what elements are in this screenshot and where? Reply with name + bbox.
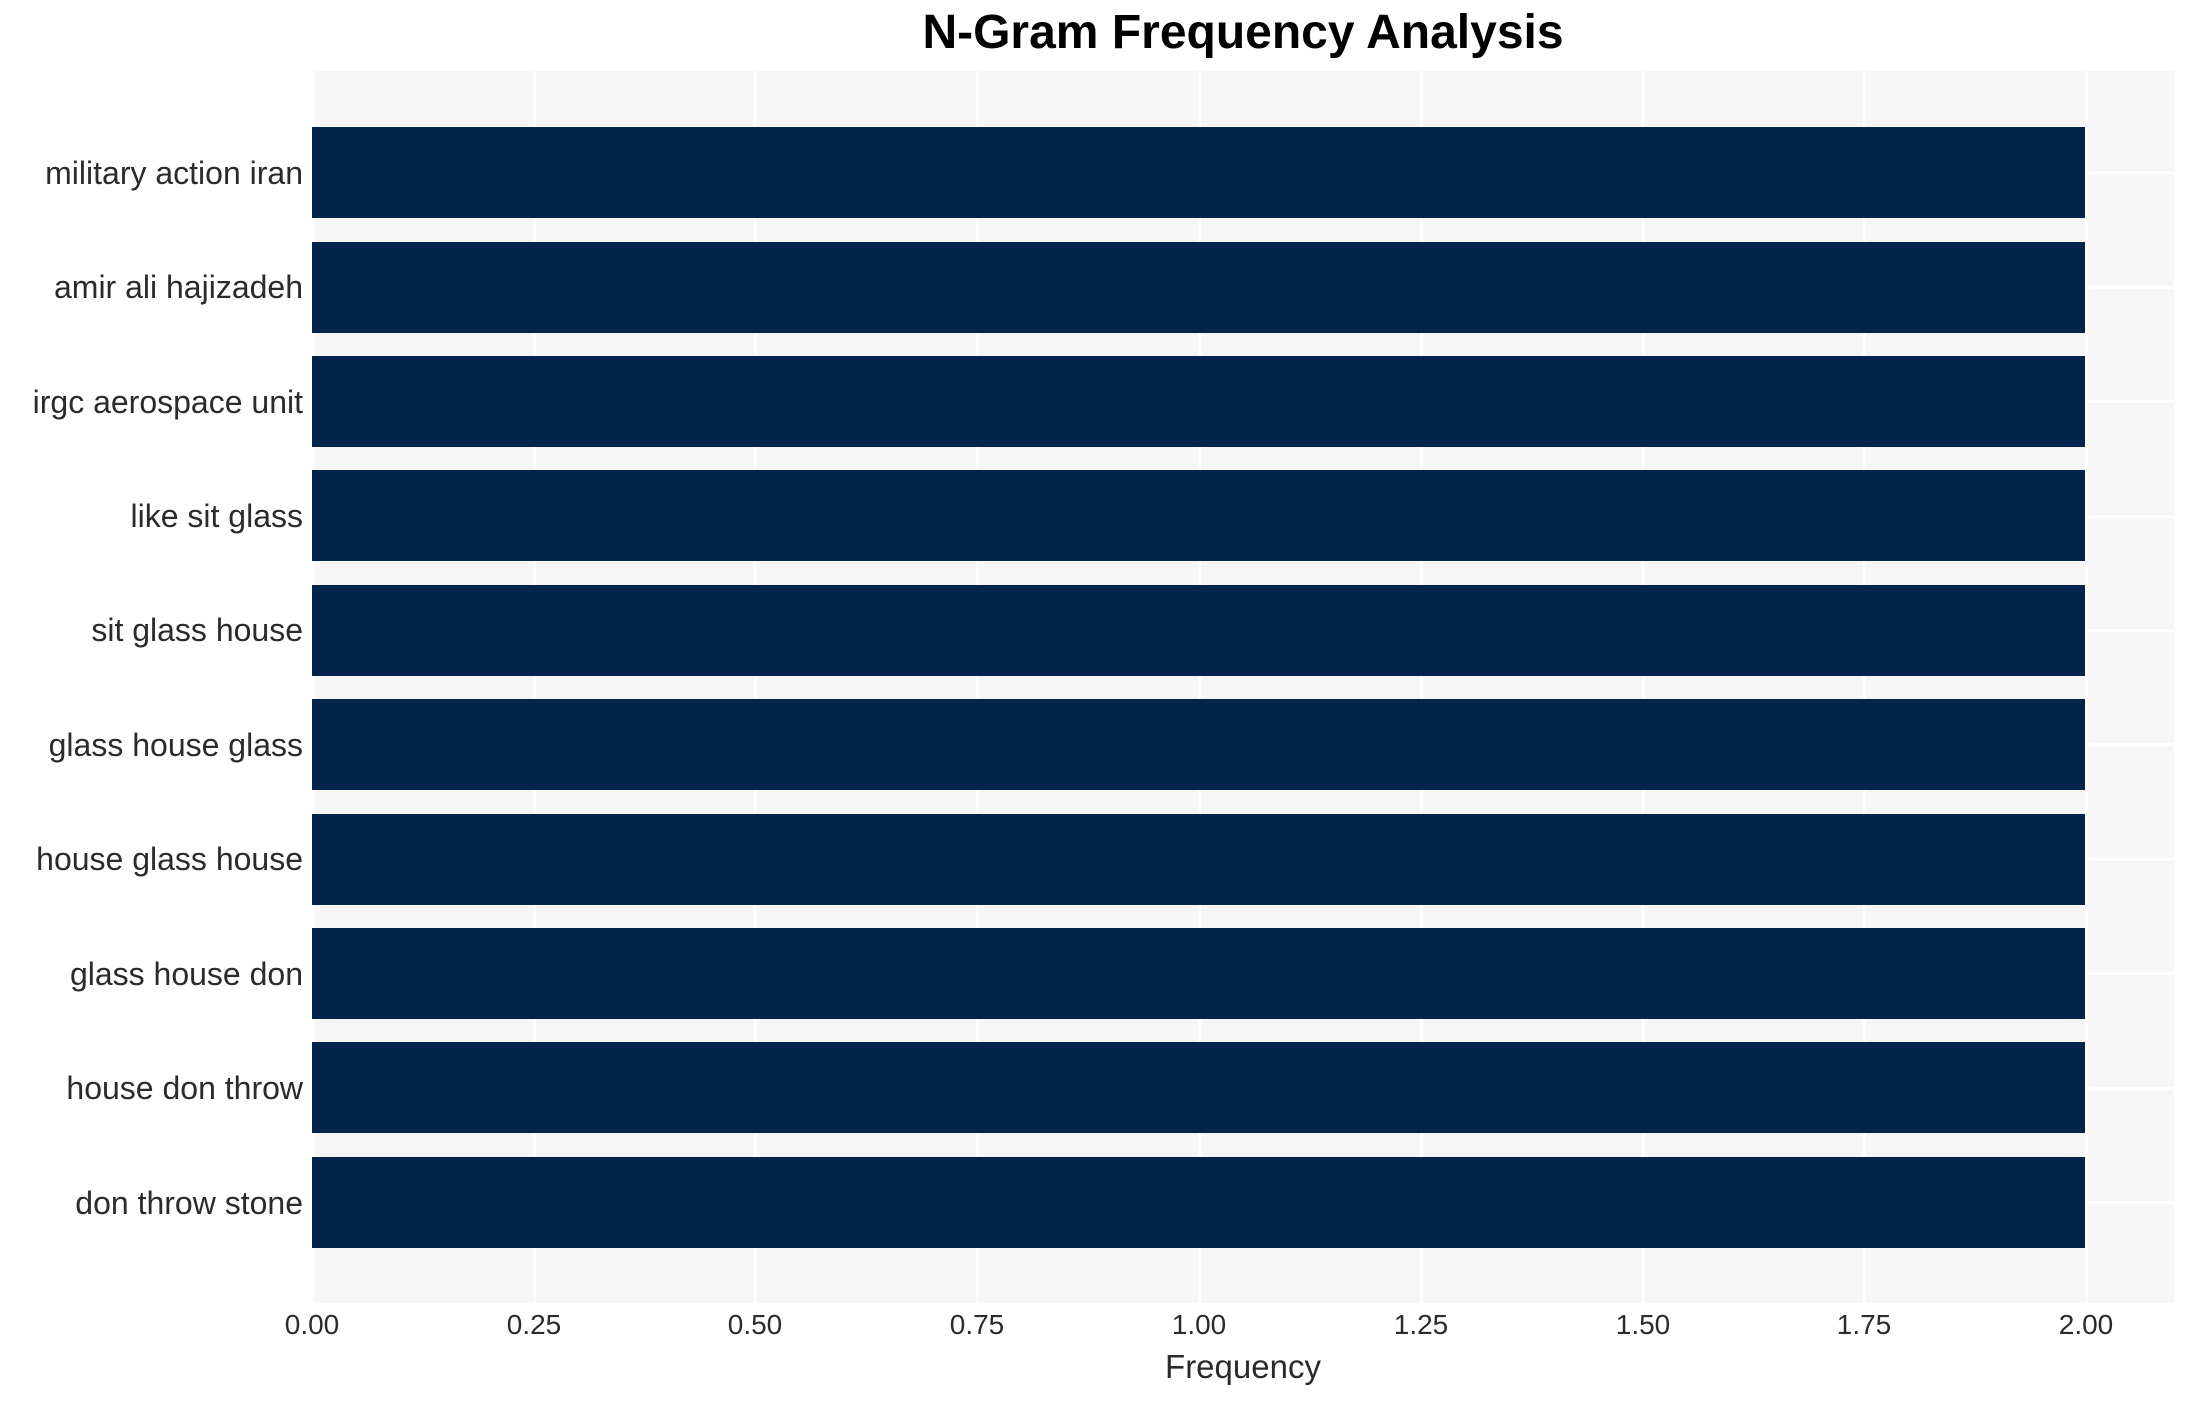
x-tick-label: 1.00: [1171, 1309, 1227, 1340]
y-tick-label: house glass house: [36, 841, 303, 877]
vertical-gridline: [1198, 71, 1201, 1303]
y-tick-label: glass house glass: [48, 727, 303, 763]
vertical-gridline: [312, 71, 315, 1303]
x-tick-label: 1.50: [1615, 1309, 1671, 1340]
x-tick-label: 0.50: [727, 1309, 783, 1340]
y-tick-label: like sit glass: [130, 498, 304, 534]
x-tick-label: 0.75: [949, 1309, 1005, 1340]
vertical-gridline: [754, 71, 757, 1303]
x-tick-label: 1.75: [1836, 1309, 1892, 1340]
vertical-gridline: [976, 71, 979, 1303]
bar: [312, 1042, 2086, 1133]
plot-area: [312, 71, 2174, 1303]
bar: [312, 242, 2086, 333]
x-tick-label: 0.00: [284, 1309, 340, 1340]
vertical-gridline: [2085, 71, 2088, 1303]
bar: [312, 127, 2086, 218]
x-tick-label: 2.00: [2058, 1309, 2114, 1340]
vertical-gridline: [533, 71, 536, 1303]
y-tick-label: don throw stone: [75, 1185, 303, 1221]
vertical-gridline: [1642, 71, 1645, 1303]
y-tick-label: irgc aerospace unit: [32, 384, 303, 420]
x-tick-label: 1.25: [1393, 1309, 1449, 1340]
bar: [312, 928, 2086, 1019]
y-tick-label: glass house don: [69, 956, 303, 992]
y-tick-label: amir ali hajizadeh: [53, 269, 303, 305]
y-tick-label: military action iran: [45, 155, 303, 191]
bar: [312, 699, 2086, 790]
vertical-gridline: [1420, 71, 1423, 1303]
x-tick-label: 0.25: [506, 1309, 562, 1340]
x-axis-label: Frequency: [1165, 1348, 1321, 1385]
y-tick-label: house don throw: [66, 1070, 303, 1106]
chart-title: N-Gram Frequency Analysis: [922, 6, 1564, 59]
bar: [312, 814, 2086, 905]
bar: [312, 470, 2086, 561]
vertical-gridline: [1863, 71, 1866, 1303]
bar: [312, 585, 2086, 676]
y-tick-label: sit glass house: [91, 612, 303, 648]
bar: [312, 1157, 2086, 1248]
bar: [312, 356, 2086, 447]
